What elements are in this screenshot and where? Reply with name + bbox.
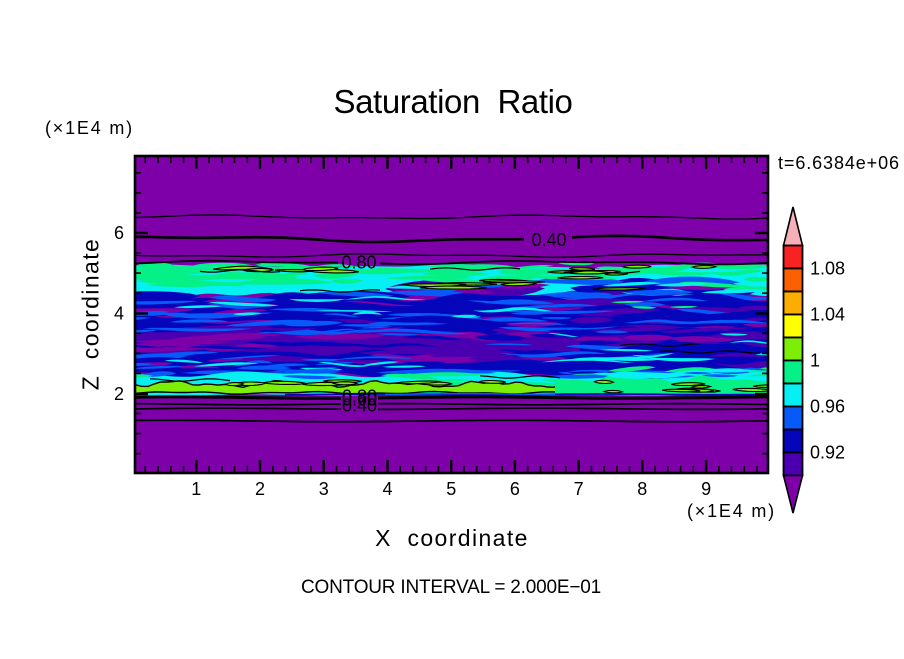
svg-text:4: 4: [382, 479, 392, 499]
svg-text:1: 1: [810, 351, 820, 371]
svg-text:2: 2: [255, 479, 265, 499]
svg-text:Saturation Ratio: Saturation Ratio: [333, 83, 572, 120]
svg-text:0.60: 0.60: [342, 390, 377, 410]
svg-text:2: 2: [114, 384, 124, 404]
svg-text:(×1E4 m): (×1E4 m): [687, 501, 776, 521]
svg-text:(×1E4 m): (×1E4 m): [45, 118, 134, 138]
svg-text:4: 4: [114, 304, 124, 324]
svg-text:7: 7: [574, 479, 584, 499]
svg-text:8: 8: [637, 479, 647, 499]
svg-text:Z coordinate: Z coordinate: [78, 238, 104, 390]
svg-text:0.80: 0.80: [341, 253, 376, 273]
svg-text:0.40: 0.40: [531, 230, 566, 250]
svg-text:9: 9: [701, 479, 711, 499]
svg-text:6: 6: [114, 223, 124, 243]
svg-text:X coordinate: X coordinate: [375, 525, 529, 551]
svg-text:1: 1: [191, 479, 201, 499]
svg-text:0.92: 0.92: [810, 443, 845, 463]
svg-text:3: 3: [319, 479, 329, 499]
svg-text:CONTOUR INTERVAL = 2.000E−01: CONTOUR INTERVAL = 2.000E−01: [301, 577, 601, 598]
svg-text:6: 6: [510, 479, 520, 499]
svg-text:1.08: 1.08: [810, 259, 845, 279]
svg-text:0.96: 0.96: [810, 397, 845, 417]
svg-text:0.40: 0.40: [342, 396, 377, 416]
svg-text:5: 5: [446, 479, 456, 499]
svg-text:1.04: 1.04: [810, 305, 845, 325]
svg-text:t=6.6384e+06: t=6.6384e+06: [778, 153, 900, 173]
svg-text:0.80: 0.80: [342, 387, 377, 407]
